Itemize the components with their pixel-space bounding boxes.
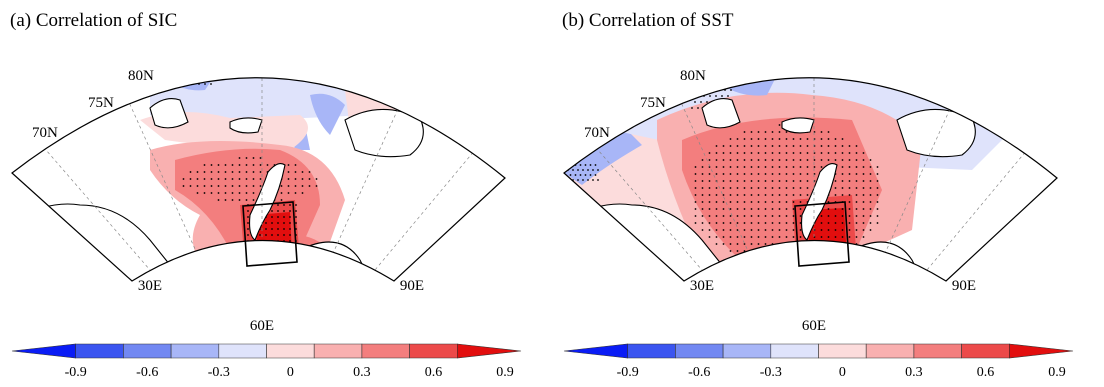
lon-label: 30E (690, 278, 714, 294)
colorbar-swatch (409, 343, 458, 359)
map-sst: 80N 75N 70N 30E 60E 90E -0.9 -0.6 -0.3 0 0.3 0.6 0.9 (563, 68, 1074, 380)
lon-label: 60E (250, 318, 274, 334)
colorbar-tick-label: 0.9 (496, 365, 514, 380)
colorbar-tick-label: -0.6 (688, 365, 710, 380)
lat-label: 80N (680, 68, 706, 84)
colorbar-swatch (457, 343, 522, 359)
colorbar-swatch (313, 343, 363, 359)
panel-title-sic: (a) Correlation of SIC (10, 10, 178, 31)
lat-label: 75N (640, 95, 666, 111)
colorbar-swatch (865, 343, 915, 359)
map-frame (563, 77, 1058, 282)
lat-label: 70N (32, 125, 58, 141)
colorbar-swatch (961, 343, 1010, 359)
panel-sic: (a) Correlation of SIC 80N 75N 70N 30E 60E 90… (10, 10, 522, 380)
colorbar-tick-label: -0.9 (617, 365, 639, 380)
colorbar-swatch (266, 343, 315, 359)
map-frame (11, 77, 506, 282)
colorbar: -0.9 -0.6 -0.3 0 0.3 0.6 0.9 (11, 343, 522, 380)
colorbar-swatch (170, 343, 220, 359)
study-region-box (242, 201, 298, 267)
colorbar-swatch (1009, 343, 1074, 359)
colorbar-swatch (722, 343, 772, 359)
lon-label: 90E (952, 278, 976, 294)
lat-label: 70N (584, 125, 610, 141)
colorbar-swatch (913, 343, 962, 359)
colorbar-tick-label: 0 (287, 365, 294, 380)
lat-label: 80N (128, 68, 154, 84)
colorbar-swatch (563, 343, 628, 359)
lon-label: 30E (138, 278, 162, 294)
lat-label: 75N (88, 95, 114, 111)
panel-sst: (b) Correlation of SST 80N 75N 70N 30E 60E 90… (552, 0, 1104, 387)
colorbar-tick-label: -0.9 (65, 365, 87, 380)
lon-label: 60E (802, 318, 826, 334)
colorbar-swatch (361, 343, 410, 359)
colorbar-tick-label: -0.3 (760, 365, 782, 380)
colorbar-swatch (818, 343, 867, 359)
colorbar-tick-label: 0.3 (353, 365, 371, 380)
colorbar-tick-label: 0.6 (977, 365, 995, 380)
colorbar-swatch (675, 343, 724, 359)
colorbar-swatch (218, 343, 267, 359)
colorbar-swatch (770, 343, 819, 359)
lon-label: 90E (400, 278, 424, 294)
map-sic: 80N 75N 70N 30E 60E 90E -0.9 -0.6 -0.3 0 0.3 0.6 0.9 (11, 68, 522, 380)
colorbar-tick-label: -0.3 (208, 365, 230, 380)
colorbar-swatch (123, 343, 172, 359)
colorbar-swatch (627, 343, 676, 359)
study-region-box (794, 201, 850, 267)
colorbar-tick-label: 0.6 (425, 365, 443, 380)
panel-title-sst: (b) Correlation of SST (562, 10, 734, 31)
colorbar: -0.9 -0.6 -0.3 0 0.3 0.6 0.9 (563, 343, 1074, 380)
colorbar-tick-label: 0.3 (905, 365, 923, 380)
colorbar-tick-label: 0 (839, 365, 846, 380)
colorbar-tick-label: 0.9 (1048, 365, 1066, 380)
map-field (12, 77, 505, 282)
colorbar-swatch (11, 343, 76, 359)
colorbar-swatch (75, 343, 124, 359)
colorbar-tick-label: -0.6 (136, 365, 158, 380)
